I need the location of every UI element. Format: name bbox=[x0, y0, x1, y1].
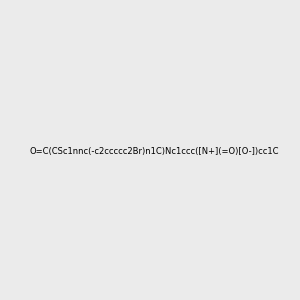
Text: O=C(CSc1nnc(-c2ccccc2Br)n1C)Nc1ccc([N+](=O)[O-])cc1C: O=C(CSc1nnc(-c2ccccc2Br)n1C)Nc1ccc([N+](… bbox=[29, 147, 278, 156]
